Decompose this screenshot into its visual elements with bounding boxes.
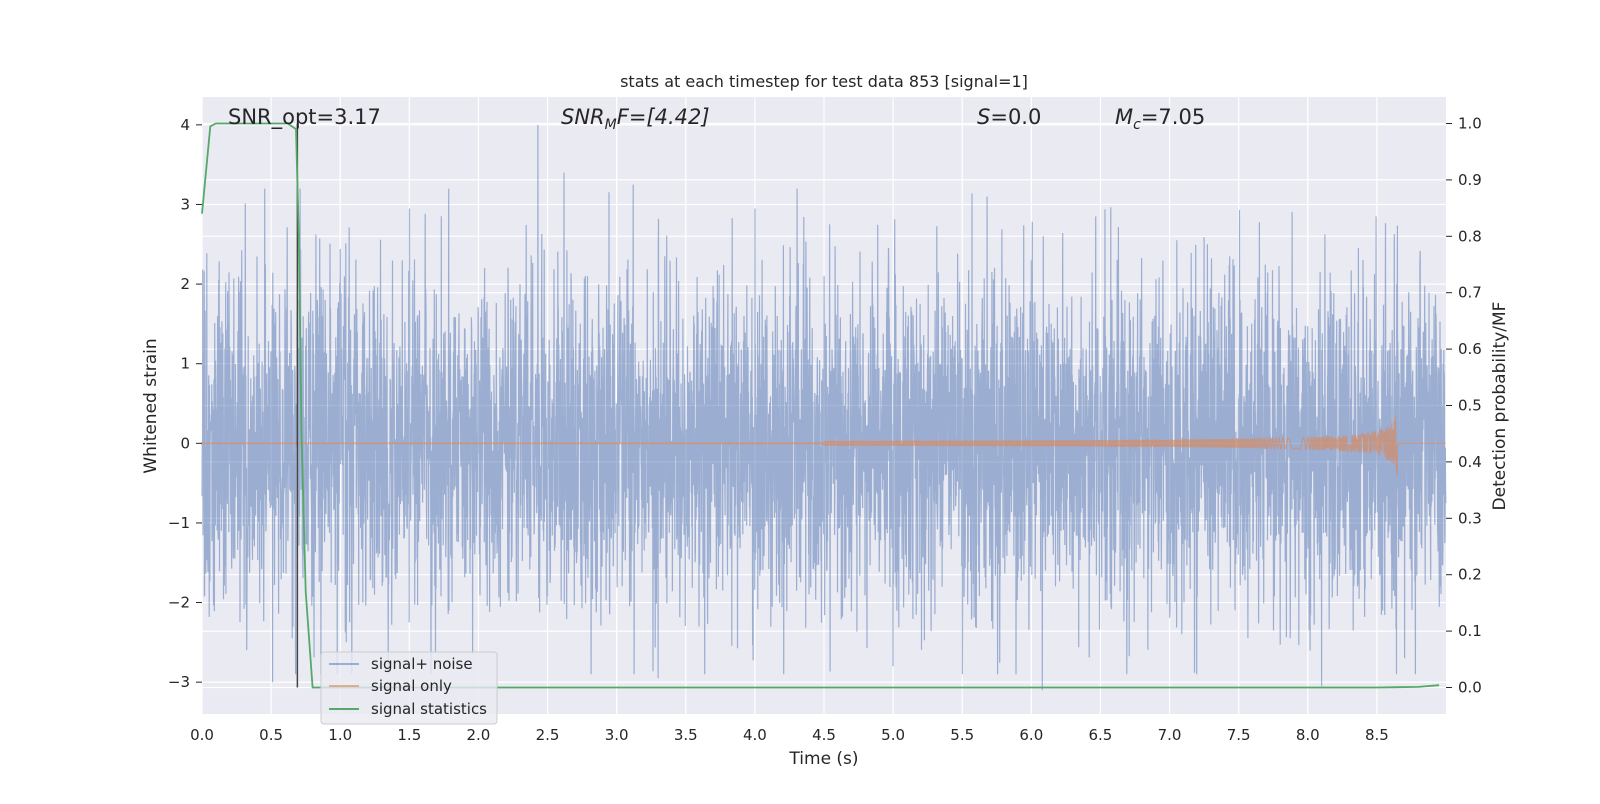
annotation-s: S=0.0 bbox=[977, 105, 1041, 129]
noise-trace bbox=[201, 124, 1447, 691]
x-tick-label: 5.0 bbox=[881, 726, 905, 744]
left-axis-ticks: 4 3 2 1 0 −1 −2 −3 bbox=[168, 116, 202, 691]
x-tick-label: 1.0 bbox=[328, 726, 352, 744]
annotation-s-value: =0.0 bbox=[990, 105, 1041, 129]
series-signal-statistics bbox=[201, 122, 1440, 689]
x-tick-label: 3.5 bbox=[674, 726, 698, 744]
x-tick-label: 4.0 bbox=[743, 726, 767, 744]
series-signal-only bbox=[201, 416, 1446, 476]
statistics-line bbox=[201, 122, 1440, 689]
x-tick-label: 8.5 bbox=[1365, 726, 1389, 744]
left-tick-label: −1 bbox=[168, 514, 190, 532]
x-tick-label: 2.0 bbox=[467, 726, 491, 744]
x-tick-label: 1.5 bbox=[397, 726, 421, 744]
left-tick-label: 1 bbox=[180, 355, 190, 373]
right-tick-label: 0.1 bbox=[1458, 622, 1482, 640]
left-tick-label: 2 bbox=[180, 275, 190, 293]
right-tick-label: 0.5 bbox=[1458, 397, 1482, 415]
right-tick-label: 0.8 bbox=[1458, 227, 1482, 245]
legend: signal+ noise signal only signal statist… bbox=[320, 651, 498, 725]
annotation-snr-mf-symbol: SNR bbox=[561, 105, 605, 129]
legend-label-signal-plus-noise: signal+ noise bbox=[371, 655, 473, 673]
annotation-snr-opt: SNR_opt=3.17 bbox=[228, 105, 381, 130]
annotation-mc: Mc=7.05 bbox=[1115, 105, 1205, 133]
left-tick-label: −3 bbox=[168, 673, 190, 691]
chart-title: stats at each timestep for test data 853… bbox=[620, 72, 1028, 91]
right-tick-label: 0.9 bbox=[1458, 171, 1482, 189]
right-tick-label: 0.4 bbox=[1458, 453, 1482, 471]
right-axis-label: Detection probability/MF bbox=[1490, 302, 1510, 511]
legend-label-signal-only: signal only bbox=[371, 677, 452, 695]
x-tick-label: 2.5 bbox=[536, 726, 560, 744]
annotation-snr-mf-value: F=[4.42] bbox=[617, 105, 710, 129]
right-tick-label: 1.0 bbox=[1458, 115, 1482, 133]
legend-label-signal-statistics: signal statistics bbox=[371, 700, 487, 718]
x-axis-ticks: 0.0 0.5 1.0 1.5 2.0 2.5 3.0 3.5 4.0 4.5 5.0 5.5 6.0 6… bbox=[190, 726, 1389, 744]
x-tick-label: 4.5 bbox=[812, 726, 836, 744]
left-tick-label: 3 bbox=[180, 195, 190, 213]
x-tick-label: 6.5 bbox=[1089, 726, 1113, 744]
left-axis-label: Whitened strain bbox=[141, 338, 161, 473]
annotation-snr-mf: SNRMF=[4.42] bbox=[561, 105, 710, 133]
x-tick-label: 7.0 bbox=[1158, 726, 1182, 744]
right-tick-label: 0.0 bbox=[1458, 678, 1482, 696]
right-tick-label: 0.7 bbox=[1458, 284, 1482, 302]
annotation-mc-subscript: c bbox=[1133, 117, 1141, 133]
annotation-s-symbol: S bbox=[977, 105, 990, 129]
chirp-trace bbox=[201, 416, 1446, 476]
left-tick-label: −2 bbox=[168, 594, 190, 612]
left-tick-label: 0 bbox=[180, 434, 190, 452]
right-tick-label: 0.6 bbox=[1458, 340, 1482, 358]
left-tick-label: 4 bbox=[180, 116, 190, 134]
x-axis-label: Time (s) bbox=[788, 749, 858, 769]
x-tick-label: 0.5 bbox=[259, 726, 283, 744]
x-tick-label: 6.0 bbox=[1019, 726, 1043, 744]
x-tick-label: 3.0 bbox=[605, 726, 629, 744]
x-tick-label: 0.0 bbox=[190, 726, 214, 744]
x-tick-label: 5.5 bbox=[950, 726, 974, 744]
right-axis-ticks: 1.0 0.9 0.8 0.7 0.6 0.5 0.4 0.3 0.2 0.1 0.0 bbox=[1446, 115, 1482, 696]
legend-box bbox=[320, 651, 498, 725]
annotation-mc-symbol: M bbox=[1115, 105, 1133, 129]
x-tick-label: 7.5 bbox=[1227, 726, 1251, 744]
x-tick-label: 8.0 bbox=[1296, 726, 1320, 744]
annotation-snr-mf-subscript: M bbox=[605, 117, 617, 133]
series-signal-plus-noise bbox=[201, 124, 1447, 691]
annotation-mc-value: =7.05 bbox=[1141, 105, 1205, 129]
right-tick-label: 0.3 bbox=[1458, 509, 1482, 527]
right-tick-label: 0.2 bbox=[1458, 566, 1482, 584]
